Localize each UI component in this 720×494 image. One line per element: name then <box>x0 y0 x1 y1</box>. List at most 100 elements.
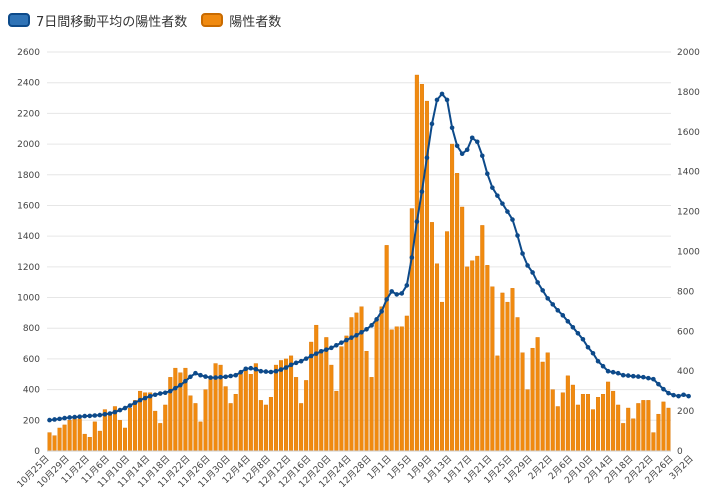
bar <box>636 403 641 452</box>
moving-average-point <box>147 393 153 399</box>
moving-average-point <box>656 381 661 387</box>
moving-average-point <box>404 283 410 288</box>
bar <box>440 301 445 452</box>
moving-average-point <box>344 337 349 343</box>
bar <box>465 266 470 452</box>
bar <box>565 375 570 452</box>
bar <box>193 403 198 452</box>
bar <box>590 409 596 452</box>
bar <box>87 436 92 452</box>
y-left-tick-label: 2400 <box>17 79 40 89</box>
moving-average-point <box>248 365 254 371</box>
bar <box>248 374 253 452</box>
moving-average-point <box>510 217 515 222</box>
moving-average-point <box>399 291 405 296</box>
y-left-tick-label: 2600 <box>17 48 40 58</box>
y-right-tick-label: 400 <box>677 367 694 377</box>
moving-average-point <box>600 363 606 369</box>
moving-average-point <box>525 263 530 268</box>
bar <box>434 263 440 452</box>
moving-average-point <box>339 340 344 345</box>
moving-average-point <box>540 288 545 293</box>
bar <box>319 349 324 452</box>
bar <box>606 381 611 452</box>
bar <box>460 206 465 452</box>
bar <box>510 288 515 452</box>
bar <box>394 326 399 452</box>
bar <box>339 346 344 452</box>
moving-average-point <box>233 372 239 378</box>
moving-average-point <box>112 409 118 415</box>
y-right-tick-label: 1200 <box>677 208 700 218</box>
moving-average-point <box>424 155 430 161</box>
moving-average-point <box>122 405 128 411</box>
bar <box>389 329 394 452</box>
bar <box>651 432 656 452</box>
moving-average-line <box>49 92 689 422</box>
moving-average-point <box>646 375 651 381</box>
moving-average-point <box>178 382 183 388</box>
moving-average-point <box>485 171 490 176</box>
moving-average-point <box>47 417 52 423</box>
moving-average-point <box>132 400 138 406</box>
bar <box>369 377 374 452</box>
moving-average-point <box>585 344 591 350</box>
bar <box>57 427 62 452</box>
bar <box>631 418 636 452</box>
moving-average-point <box>535 280 540 285</box>
legend-item-daily-positive[interactable]: 陽性者数 <box>201 11 281 30</box>
bar <box>238 374 243 452</box>
moving-average-point <box>681 392 686 398</box>
moving-average-point <box>419 189 425 194</box>
bar <box>82 433 87 452</box>
moving-average-point <box>630 373 636 379</box>
moving-average-point <box>464 147 470 153</box>
bar <box>560 392 565 452</box>
bar <box>284 358 289 452</box>
bar <box>450 143 455 452</box>
moving-average-point <box>570 325 576 330</box>
moving-average-point <box>127 403 133 408</box>
bar <box>344 335 349 452</box>
bar <box>289 355 294 452</box>
moving-average-point <box>495 193 500 198</box>
bar <box>62 424 67 452</box>
y-left-tick-label: 1200 <box>17 263 40 273</box>
moving-average-point <box>208 375 213 380</box>
bar <box>294 377 299 452</box>
moving-average-point <box>167 388 173 394</box>
moving-average-point <box>595 358 601 364</box>
bar <box>399 326 404 452</box>
bar <box>575 404 580 452</box>
bar <box>570 384 575 452</box>
moving-average-point <box>565 319 571 324</box>
moving-average-point <box>117 407 123 413</box>
bar <box>641 400 646 452</box>
moving-average-point <box>641 374 646 380</box>
bar <box>540 361 545 452</box>
y-left-tick-label: 2000 <box>17 140 40 150</box>
moving-average-point <box>52 417 57 422</box>
y-left-tick-label: 800 <box>23 324 40 334</box>
y-right-tick-label: 800 <box>677 287 694 297</box>
bar <box>278 360 284 452</box>
y-right-tick-label: 1600 <box>677 128 700 138</box>
moving-average-point <box>520 251 525 256</box>
moving-average-point <box>92 413 98 418</box>
legend-item-moving-average[interactable]: 7日間移動平均の陽性者数 <box>8 11 187 30</box>
moving-average-point <box>142 395 148 401</box>
moving-average-point <box>409 255 415 260</box>
moving-average-point <box>671 392 676 398</box>
moving-average-point <box>414 219 420 224</box>
y-left-tick-label: 1000 <box>17 294 40 304</box>
moving-average-point <box>283 365 289 370</box>
moving-average-point <box>354 332 359 338</box>
moving-average-point <box>439 91 445 97</box>
bar <box>334 390 339 452</box>
bar <box>550 389 555 452</box>
moving-average-point <box>394 292 400 297</box>
bar <box>203 389 208 452</box>
bar <box>364 351 369 452</box>
bar <box>515 317 520 452</box>
